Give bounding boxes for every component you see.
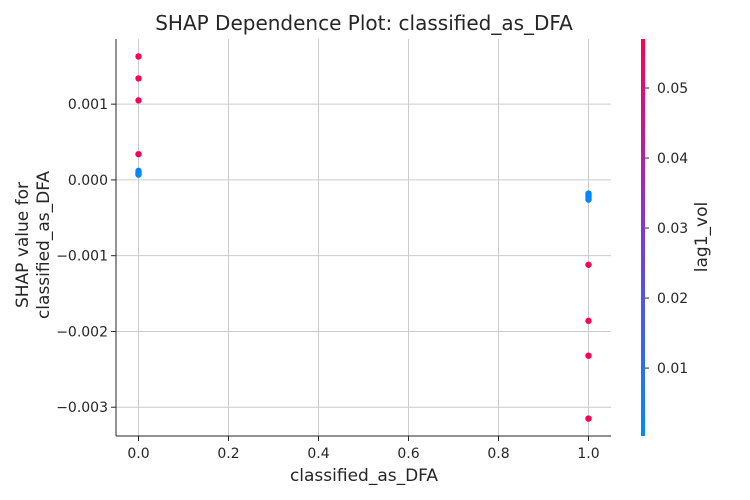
colorbar-tick-label: 0.01	[657, 361, 688, 377]
x-tick-label: 0.6	[397, 446, 419, 462]
scatter-point	[585, 317, 592, 325]
x-tick-label: 1.0	[577, 446, 599, 462]
colorbar-tick-label: 0.02	[657, 291, 688, 307]
x-tick-label: 0.2	[217, 446, 239, 462]
colorbar-tick-label: 0.05	[657, 81, 688, 97]
scatter-points	[135, 53, 592, 422]
axes-spines	[115, 39, 611, 437]
scatter-point	[135, 75, 142, 82]
y-tick-label: −0.001	[56, 249, 108, 265]
x-tick-label: 0.4	[307, 446, 329, 462]
y-axis-label-line-1: SHAP value for	[13, 182, 33, 308]
y-tick-label: −0.002	[56, 324, 108, 340]
scatter-point	[135, 97, 142, 104]
scatter-point	[135, 171, 142, 178]
y-tick-label: 0.001	[68, 97, 108, 113]
x-tick-label: 0.8	[487, 446, 509, 462]
colorbar-ticks: 0.01 0.02 0.03 0.04 0.05	[645, 81, 688, 377]
scatter-point	[585, 352, 592, 359]
colorbar-tick-label: 0.04	[657, 151, 688, 167]
x-tick-label: 0.0	[127, 446, 149, 462]
y-tick-label: −0.003	[56, 400, 108, 416]
y-axis-label-line-2: classified_as_DFA	[34, 171, 54, 319]
x-axis-label: classified_as_DFA	[290, 466, 438, 486]
chart-title: SHAP Dependence Plot: classified_as_DFA	[155, 11, 573, 35]
colorbar	[641, 39, 645, 436]
colorbar-label: lag1_vol	[692, 202, 712, 272]
y-tick-label: 0.000	[68, 173, 108, 189]
scatter-point	[135, 150, 142, 158]
colorbar-tick-label: 0.03	[657, 221, 688, 237]
y-axis-label: SHAP value for classified_as_DFA	[13, 171, 54, 319]
y-axis-ticks: 0.001 0.000 −0.001 −0.002 −0.003	[56, 97, 116, 416]
scatter-point	[135, 53, 142, 60]
scatter-point	[585, 196, 592, 203]
grid-lines	[116, 39, 611, 436]
scatter-point	[585, 415, 592, 422]
x-axis-ticks: 0.0 0.2 0.4 0.6 0.8 1.0	[127, 436, 600, 462]
scatter-point	[585, 261, 592, 268]
